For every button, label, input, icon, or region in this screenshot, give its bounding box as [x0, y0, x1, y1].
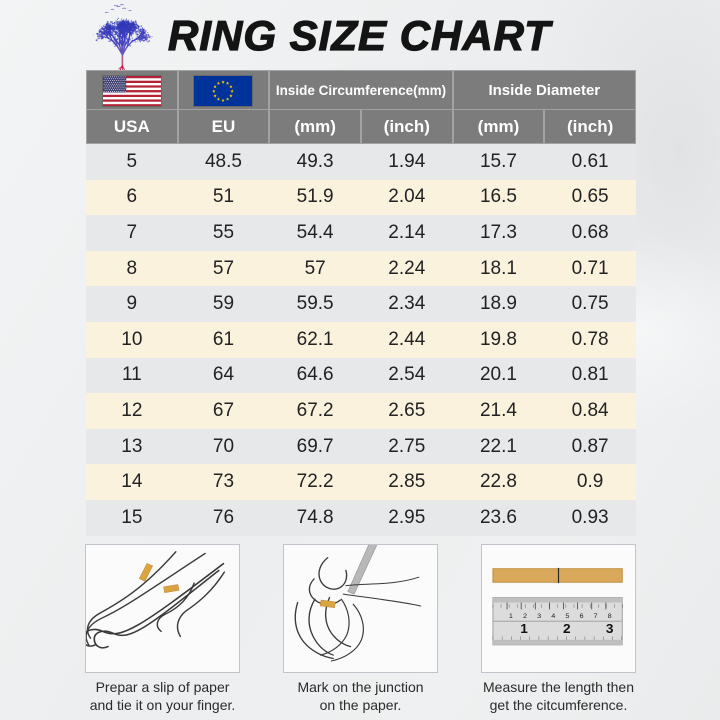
svg-text:3: 3 [606, 621, 614, 635]
svg-text:2: 2 [523, 613, 527, 620]
svg-text:5: 5 [565, 613, 569, 620]
svg-text:3: 3 [537, 613, 541, 620]
svg-text:4: 4 [551, 613, 555, 620]
svg-text:2: 2 [563, 621, 571, 635]
svg-text:1: 1 [520, 621, 528, 635]
svg-text:1: 1 [509, 613, 513, 620]
svg-text:7: 7 [594, 613, 598, 620]
svg-text:6: 6 [579, 613, 583, 620]
svg-text:8: 8 [608, 613, 612, 620]
